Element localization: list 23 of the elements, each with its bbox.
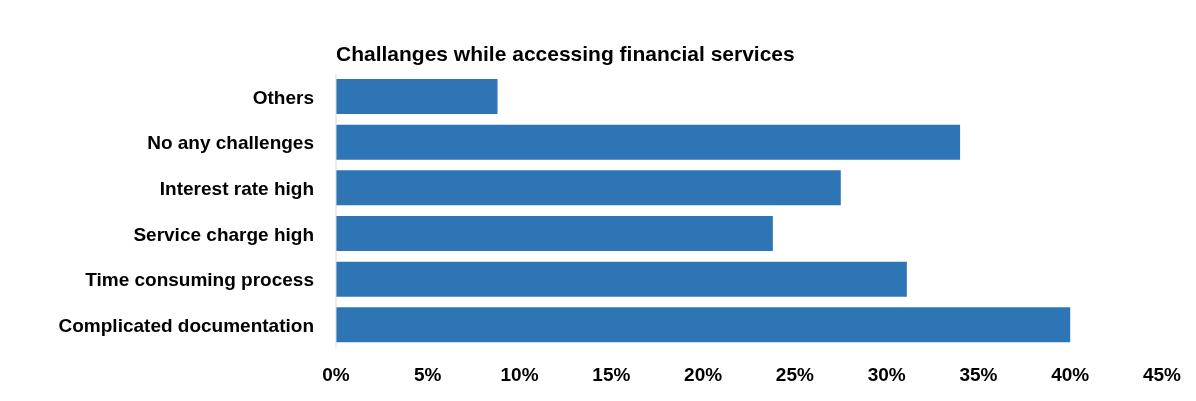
x-tick-label: 40% (1051, 364, 1090, 386)
y-tick-label: Time consuming process (85, 269, 314, 291)
x-tick-label: 5% (414, 364, 442, 386)
y-tick-label: Others (252, 86, 314, 108)
bar (336, 124, 961, 160)
x-tick-label: 30% (867, 364, 906, 386)
y-tick-label: Service charge high (133, 223, 314, 245)
x-tick-label: 25% (775, 364, 815, 386)
bar (336, 170, 841, 206)
x-tick-label: 15% (592, 364, 631, 386)
bar (336, 79, 498, 114)
bar (336, 216, 773, 251)
x-tick-label: 20% (684, 364, 723, 386)
y-tick-label: Complicated documentation (58, 314, 314, 336)
x-tick-label: 10% (500, 364, 539, 386)
x-tick-label: 0% (322, 364, 350, 386)
bar (336, 261, 907, 297)
y-tick-label: No any challenges (147, 132, 314, 154)
x-tick-label: 35% (959, 364, 998, 386)
bar (336, 307, 1071, 343)
x-tick-label: 45% (1142, 364, 1182, 386)
chart-title: Challanges while accessing financial services (336, 42, 795, 66)
y-tick-label: Interest rate high (159, 177, 314, 199)
